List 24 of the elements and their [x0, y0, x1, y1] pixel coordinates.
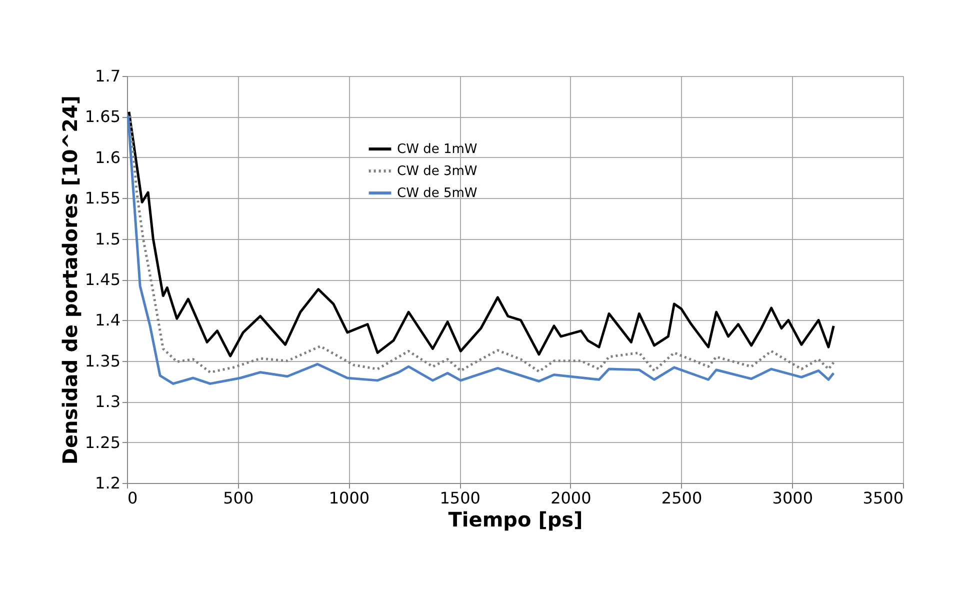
y-tick-label: 1.25: [84, 432, 120, 452]
y-tick-label: 1.35: [84, 351, 120, 370]
legend-label: CW de 5mW: [397, 186, 478, 201]
x-axis-title: Tiempo [ps]: [448, 508, 583, 532]
legend-label: CW de 1mW: [397, 142, 478, 157]
x-tick-label: 500: [223, 488, 254, 508]
x-tick-label: 1500: [440, 488, 480, 508]
y-axis-title: Densidad de portadores [10^24]: [58, 95, 82, 465]
y-tick-label: 1.2: [95, 474, 120, 492]
x-tick-label: 2500: [661, 488, 702, 508]
y-tick-label: 1.4: [95, 310, 120, 330]
legend-label: CW de 3mW: [397, 164, 478, 179]
y-tick-label: 1.6: [95, 148, 120, 167]
y-tick-label: 1.3: [95, 392, 120, 412]
y-tick-label: 1.45: [84, 270, 120, 289]
y-tick-label: 1.55: [84, 188, 120, 208]
y-tick-label: 1.5: [95, 229, 120, 248]
x-tick-label: 0: [128, 488, 138, 508]
x-tick-label: 3000: [772, 488, 813, 508]
x-tick-label: 3500: [862, 488, 904, 508]
x-tick-label: 1000: [328, 488, 370, 508]
x-tick-label: 2000: [550, 488, 592, 508]
y-tick-label: 1.7: [95, 66, 120, 86]
y-tick-label: 1.65: [84, 107, 120, 126]
